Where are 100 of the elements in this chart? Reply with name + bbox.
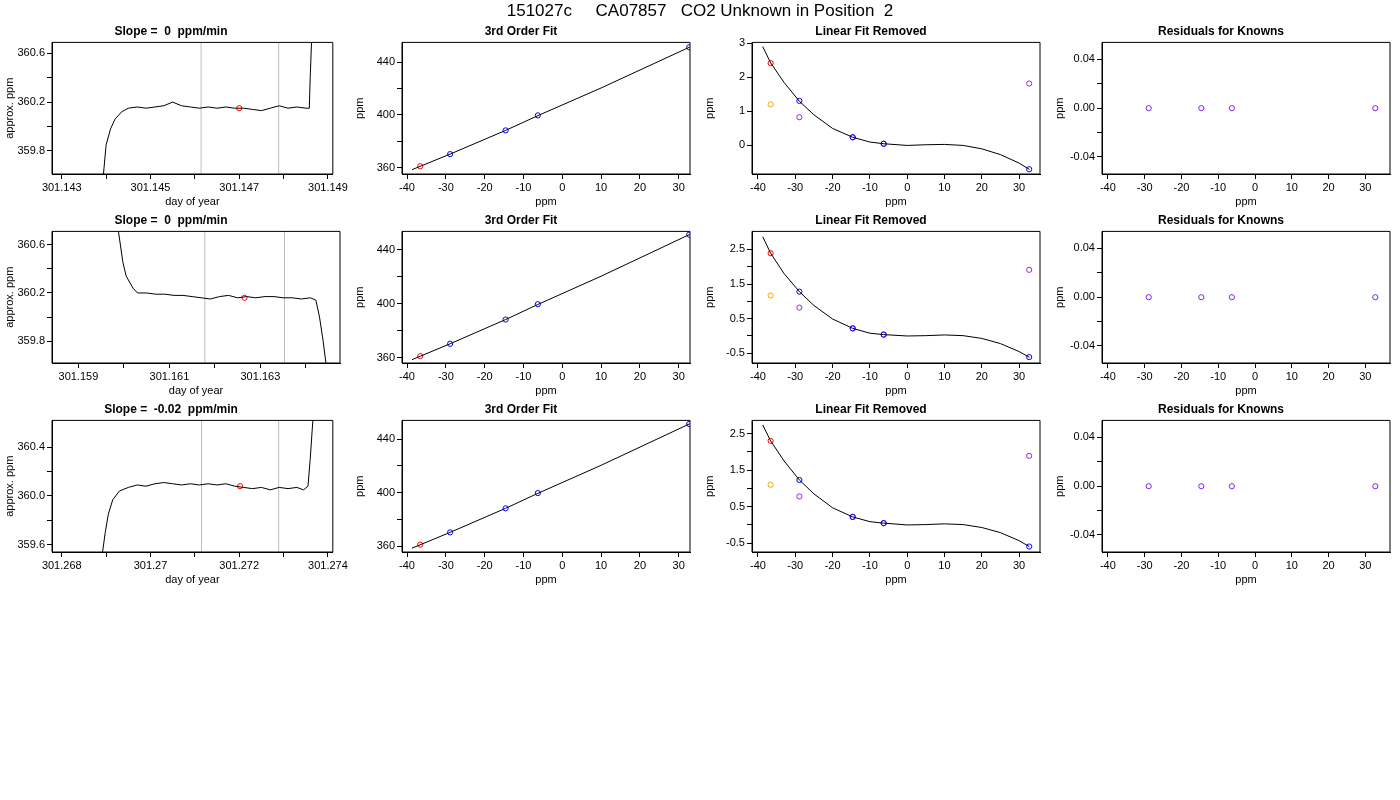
x-tick-label: -40	[399, 180, 415, 193]
x-tick-label: 30	[1012, 558, 1026, 571]
x-tick-label: -40	[1099, 180, 1116, 193]
x-tick-label: -40	[750, 369, 766, 382]
x-tick-label: -20	[1173, 558, 1190, 571]
x-tick-label: -30	[1136, 180, 1153, 193]
x-tick-label: -30	[1136, 369, 1153, 382]
x-tick-label: 301.143	[41, 180, 82, 193]
chart-title: Residuals for Knowns	[1157, 401, 1285, 416]
text: 151027c CA07857 CO2 Unknown in Position 2	[505, 0, 895, 22]
x-tick-label: 20	[633, 369, 647, 382]
y-axis-title: approx. ppm	[2, 455, 15, 517]
x-tick-label: 0	[559, 558, 566, 571]
x-tick-label: 0	[1251, 558, 1259, 571]
x-tick-label: 20	[1322, 180, 1335, 193]
x-tick-label: 30	[1012, 369, 1026, 382]
x-tick-label: -20	[824, 558, 841, 571]
x-tick-label: -10	[861, 369, 878, 382]
x-tick-label: -30	[787, 180, 804, 193]
x-tick-label: -20	[476, 558, 493, 571]
x-axis-title: ppm	[885, 573, 907, 586]
x-tick-label: -40	[399, 369, 415, 382]
x-axis-title: ppm	[535, 573, 557, 586]
x-tick-label: -40	[1099, 369, 1116, 382]
x-tick-label: 301.27	[133, 558, 168, 571]
y-tick-label: 3	[738, 36, 745, 49]
x-tick-label: 20	[633, 558, 647, 571]
x-tick-label: 20	[633, 180, 647, 193]
y-tick-label: 1	[738, 104, 745, 117]
chart-title: Residuals for Knowns	[1157, 23, 1285, 38]
y-tick-label: 360	[376, 539, 395, 552]
x-tick-label: 30	[1359, 558, 1372, 571]
x-tick-label: 10	[938, 180, 951, 193]
y-tick-label: 2.5	[729, 426, 745, 439]
y-tick-label: 359.8	[17, 143, 45, 156]
y-tick-label: 0.04	[1073, 52, 1095, 65]
x-axis-title: ppm	[1235, 573, 1257, 586]
y-tick-label: 0.00	[1073, 290, 1095, 303]
y-axis-title: ppm	[352, 97, 365, 119]
y-tick-label: 0.5	[729, 311, 745, 324]
y-tick-label: 2.5	[729, 242, 745, 255]
y-tick-label: 0.5	[729, 499, 745, 512]
y-tick-label: 0.04	[1073, 241, 1095, 254]
x-tick-label: -30	[787, 369, 804, 382]
chart-title: 3rd Order Fit	[484, 23, 558, 38]
x-tick-label: 30	[672, 558, 685, 571]
x-tick-label: 0	[1251, 369, 1259, 382]
x-tick-label: -10	[515, 180, 532, 193]
y-tick-label: 400	[376, 108, 395, 121]
x-tick-label: 10	[594, 558, 608, 571]
chart-title: 3rd Order Fit	[484, 401, 558, 416]
x-tick-label: -10	[861, 180, 878, 193]
y-tick-label: 360.2	[17, 286, 45, 299]
x-tick-label: 301.147	[219, 180, 260, 193]
chart-title: Linear Fit Removed	[815, 23, 927, 38]
x-tick-label: -10	[515, 558, 532, 571]
y-axis-title: approx. ppm	[2, 266, 15, 328]
x-tick-label: 0	[559, 369, 566, 382]
y-axis-title: ppm	[1052, 475, 1065, 497]
x-tick-label: 301.149	[308, 180, 348, 193]
y-tick-label: 360.0	[17, 488, 45, 501]
x-tick-label: -10	[515, 369, 532, 382]
x-tick-label: 20	[975, 369, 988, 382]
y-axis-title: ppm	[702, 286, 715, 308]
x-tick-label: -20	[476, 369, 493, 382]
x-tick-label: 30	[1359, 369, 1372, 382]
x-tick-label: 20	[1322, 558, 1335, 571]
x-tick-label: 0	[904, 558, 911, 571]
x-tick-label: -30	[437, 558, 454, 571]
y-tick-label: 440	[376, 243, 395, 255]
x-tick-label: -30	[437, 369, 454, 382]
x-axis-title: ppm	[1235, 195, 1257, 208]
x-tick-label: -40	[750, 558, 766, 571]
y-axis-title: approx. ppm	[2, 77, 15, 139]
x-tick-label: 301.145	[130, 180, 171, 193]
y-tick-label: 2	[738, 70, 745, 83]
y-tick-label: 0.00	[1073, 101, 1095, 114]
x-tick-label: -30	[437, 180, 454, 193]
x-axis-title: ppm	[885, 384, 907, 397]
x-tick-label: 20	[975, 180, 988, 193]
x-tick-label: 301.268	[41, 558, 82, 571]
y-tick-label: 0.04	[1073, 430, 1095, 443]
y-axis-title: ppm	[1052, 286, 1065, 308]
chart-title: Slope = 0 ppm/min	[114, 23, 228, 38]
x-tick-label: 301.274	[308, 558, 348, 571]
x-tick-label: -40	[399, 558, 415, 571]
x-tick-label: 301.161	[149, 369, 190, 382]
y-tick-label: -0.04	[1069, 527, 1095, 540]
x-tick-label: 20	[1322, 369, 1335, 382]
x-tick-label: 10	[1285, 180, 1298, 193]
y-tick-label: 1.5	[729, 463, 745, 476]
y-tick-label: 400	[376, 485, 395, 498]
y-tick-label: -0.5	[726, 346, 745, 359]
y-tick-label: -0.04	[1069, 338, 1095, 351]
y-tick-label: 1.5	[729, 277, 745, 290]
x-tick-label: 10	[1285, 369, 1298, 382]
y-tick-label: 360.6	[17, 46, 45, 59]
x-axis-title: day of year	[165, 195, 220, 208]
x-tick-label: 301.159	[58, 369, 99, 382]
x-tick-label: 30	[1359, 180, 1372, 193]
